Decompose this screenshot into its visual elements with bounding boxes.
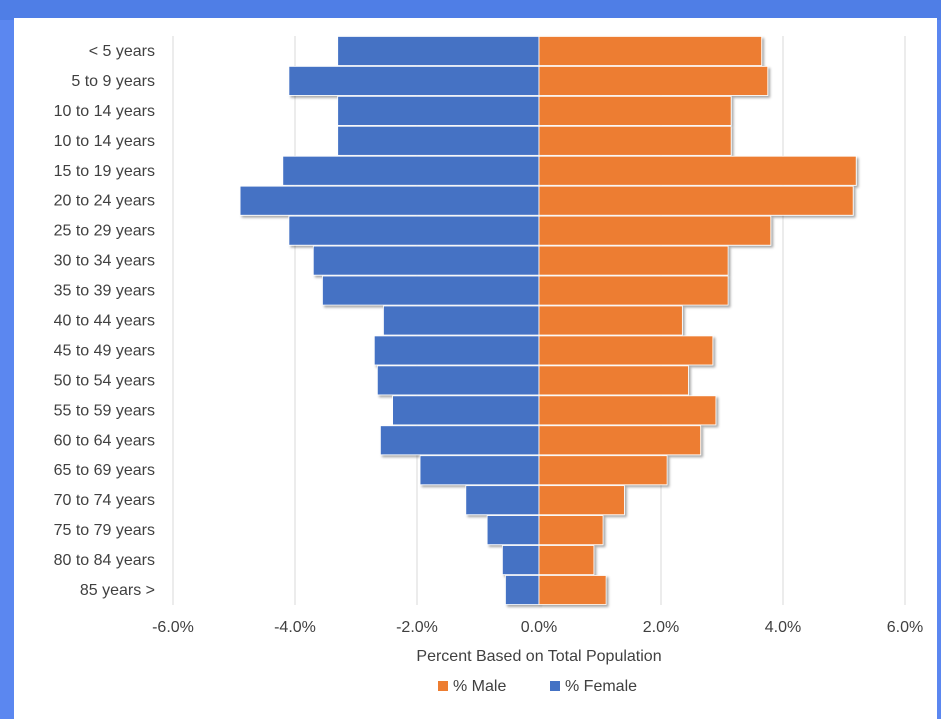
category-label: < 5 years (89, 43, 155, 60)
bar-male (538, 545, 595, 576)
bar-female (282, 155, 540, 186)
bars-layer (239, 36, 857, 605)
category-label: 35 to 39 years (54, 283, 155, 300)
bar-male (538, 36, 763, 66)
bar-female (322, 275, 540, 306)
bar-male (538, 305, 683, 336)
legend-label-female: % Female (565, 678, 637, 695)
bar-male (538, 245, 729, 276)
bar-female (312, 245, 540, 276)
x-tick-label: 4.0% (765, 619, 801, 636)
bar-male (538, 155, 857, 186)
bar-female (337, 95, 540, 126)
category-label: 20 to 24 years (54, 193, 155, 210)
x-tick-labels: -6.0% -4.0% -2.0% 0.0% 2.0% 4.0% 6.0% (152, 619, 923, 636)
bar-male (538, 335, 714, 366)
bar-male (538, 455, 668, 486)
bar-male (538, 65, 769, 96)
category-label: 15 to 19 years (54, 163, 155, 180)
category-label: 50 to 54 years (54, 372, 155, 389)
bar-female (376, 365, 540, 396)
bar-female (419, 455, 540, 486)
category-label: 10 to 14 years (54, 103, 155, 120)
category-label: 85 years > (80, 582, 155, 599)
category-label: 60 to 64 years (54, 432, 155, 449)
bar-male (538, 365, 689, 396)
bar-male (538, 185, 854, 216)
category-label: 80 to 84 years (54, 552, 155, 569)
bar-male (538, 515, 604, 546)
bar-female (337, 125, 540, 156)
bar-male (538, 485, 625, 516)
legend-swatch-female (550, 681, 560, 691)
x-tick-label: -6.0% (152, 619, 194, 636)
category-label: 65 to 69 years (54, 462, 155, 479)
bar-female (373, 335, 540, 366)
bar-male (538, 95, 732, 126)
x-axis-title: Percent Based on Total Population (416, 648, 661, 665)
x-tick-label: -4.0% (274, 619, 316, 636)
bar-female (288, 215, 540, 246)
bar-male (538, 575, 607, 605)
legend-swatch-male (438, 681, 448, 691)
bar-female (239, 185, 540, 216)
legend: % Male % Female (438, 678, 637, 695)
bar-female (337, 36, 540, 66)
category-label: 5 to 9 years (71, 73, 155, 90)
top-strip (0, 0, 941, 20)
category-label: 40 to 44 years (54, 313, 155, 330)
bar-female (392, 395, 540, 426)
legend-label-male: % Male (453, 678, 506, 695)
category-label: 30 to 34 years (54, 253, 155, 270)
bar-female (379, 425, 540, 456)
bar-male (538, 215, 772, 246)
bar-female (486, 515, 540, 546)
category-label: 25 to 29 years (54, 223, 155, 240)
population-pyramid-chart: < 5 years 5 to 9 years 10 to 14 years 10 to… (54, 36, 923, 695)
category-label: 55 to 59 years (54, 402, 155, 419)
bar-female (383, 305, 540, 336)
x-tick-label: 2.0% (643, 619, 679, 636)
x-tick-label: -2.0% (396, 619, 438, 636)
category-label: 45 to 49 years (54, 342, 155, 359)
bar-female (505, 575, 540, 605)
x-tick-label: 0.0% (521, 619, 557, 636)
bar-female (501, 545, 540, 576)
x-tick-label: 6.0% (887, 619, 923, 636)
category-label: 75 to 79 years (54, 522, 155, 539)
category-labels: < 5 years 5 to 9 years 10 to 14 years 10 to… (54, 43, 155, 599)
chart-panel: < 5 years 5 to 9 years 10 to 14 years 10 to… (14, 18, 937, 719)
bar-male (538, 275, 729, 306)
category-label: 70 to 74 years (54, 492, 155, 509)
bar-male (538, 395, 717, 426)
bar-female (288, 65, 540, 96)
bar-female (465, 485, 540, 516)
bar-male (538, 425, 702, 456)
bar-male (538, 125, 732, 156)
category-label: 10 to 14 years (54, 133, 155, 150)
